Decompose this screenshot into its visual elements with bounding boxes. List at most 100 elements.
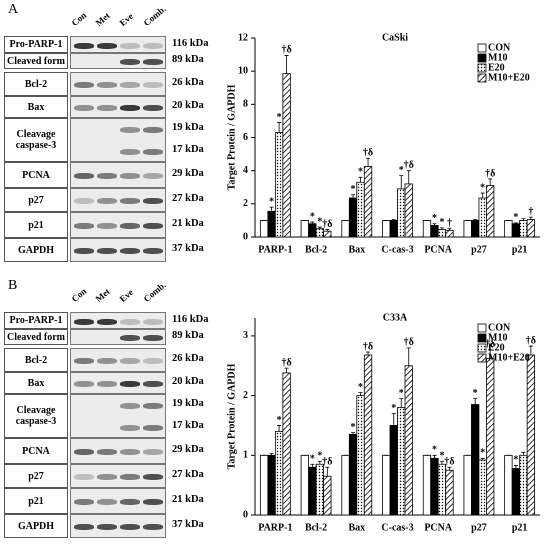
- bar: [382, 220, 391, 238]
- bar: [463, 220, 472, 238]
- band: [120, 127, 140, 133]
- bar: [348, 434, 358, 516]
- band: [143, 318, 163, 325]
- blot-strip: [70, 212, 166, 238]
- error-bar: [391, 219, 396, 221]
- bar: [526, 219, 536, 238]
- significance-label: *: [277, 415, 282, 426]
- kda-label: 89 kDa: [172, 54, 204, 65]
- bar: [478, 459, 487, 516]
- x-tick-label: p21: [512, 244, 528, 255]
- band: [97, 198, 117, 204]
- band: [74, 173, 94, 179]
- bar: [478, 197, 487, 238]
- bar: [274, 431, 284, 516]
- significance-label: *: [351, 184, 356, 195]
- x-tick-label: p27: [471, 522, 487, 533]
- row-label: PCNA: [4, 162, 68, 188]
- significance-label: *: [269, 196, 274, 207]
- significance-label: *: [277, 112, 282, 123]
- bar: [437, 229, 447, 238]
- y-tick-label: 2: [243, 198, 248, 209]
- kda-label: 27 kDa: [172, 193, 204, 204]
- band: [97, 248, 117, 254]
- error-bar: [325, 229, 330, 232]
- band: [120, 248, 140, 254]
- significance-label: *: [432, 445, 437, 456]
- error-bar: [269, 206, 274, 212]
- significance-label: *: [317, 216, 322, 227]
- band: [97, 358, 117, 364]
- error-bar: [284, 55, 289, 74]
- band: [143, 449, 163, 455]
- bar: [511, 223, 521, 238]
- significance-label: *: [358, 167, 363, 178]
- band: [74, 248, 94, 254]
- bar: [259, 220, 269, 238]
- blot-strip: [70, 464, 166, 488]
- significance-label: †δ: [363, 148, 373, 159]
- bar: [526, 354, 536, 516]
- significance-label: *: [480, 182, 485, 193]
- bar: [437, 463, 447, 516]
- bar: [486, 358, 495, 516]
- bar: [397, 188, 406, 238]
- x-tick-label: PARP-1: [258, 522, 292, 533]
- band: [74, 358, 94, 364]
- band: [97, 318, 117, 325]
- error-bar: [310, 463, 315, 468]
- legend-swatch: [477, 323, 487, 333]
- legend-label: M10: [488, 332, 507, 343]
- error-bar: [351, 194, 356, 199]
- band: [97, 223, 117, 229]
- blot-strip: [70, 238, 166, 262]
- chart-title: C33A: [383, 312, 408, 323]
- kda-label: 19 kDa: [172, 398, 204, 409]
- row-label: Pro-PARP-1: [4, 36, 68, 53]
- band: [74, 105, 94, 111]
- bar: [504, 220, 513, 238]
- significance-label: *: [432, 213, 437, 224]
- bar: [471, 404, 480, 516]
- bar: [308, 223, 317, 238]
- x-tick-label: Bcl-2: [305, 522, 327, 533]
- row-label: Cleavage caspase-3: [4, 394, 68, 438]
- legend-swatch: [477, 353, 487, 363]
- band: [120, 149, 140, 155]
- error-bar: [399, 398, 404, 408]
- bar: [471, 220, 480, 238]
- band: [120, 223, 140, 229]
- error-bar: [488, 178, 493, 186]
- kda-label: 29 kDa: [172, 444, 204, 455]
- kda-label: 21 kDa: [172, 218, 204, 229]
- row-label: Bax: [4, 372, 68, 394]
- error-bar: [277, 425, 282, 432]
- error-bar: [317, 226, 322, 229]
- kda-label: 116 kDa: [172, 313, 209, 325]
- error-bar: [528, 345, 533, 356]
- error-bar: [325, 466, 330, 477]
- significance-label: †δ: [485, 168, 495, 179]
- band: [143, 248, 163, 254]
- kda-label: 37 kDa: [172, 519, 204, 530]
- blot-strip: [70, 394, 166, 438]
- bar: [300, 454, 309, 516]
- error-bar: [528, 216, 533, 220]
- bar: [445, 229, 454, 238]
- bar: [348, 197, 358, 238]
- legend-label: E20: [488, 342, 505, 353]
- y-tick-label: 10: [238, 65, 248, 76]
- bar: [282, 372, 291, 516]
- blot-strip: [70, 329, 166, 345]
- x-tick-label: Bax: [348, 522, 365, 533]
- bar: [363, 354, 373, 516]
- bar: [259, 454, 269, 516]
- band: [143, 403, 163, 409]
- error-bar: [432, 454, 437, 459]
- kda-label: 20 kDa: [172, 100, 204, 111]
- error-bar: [310, 221, 315, 224]
- band: [143, 381, 163, 387]
- band: [143, 149, 163, 155]
- band: [97, 381, 117, 387]
